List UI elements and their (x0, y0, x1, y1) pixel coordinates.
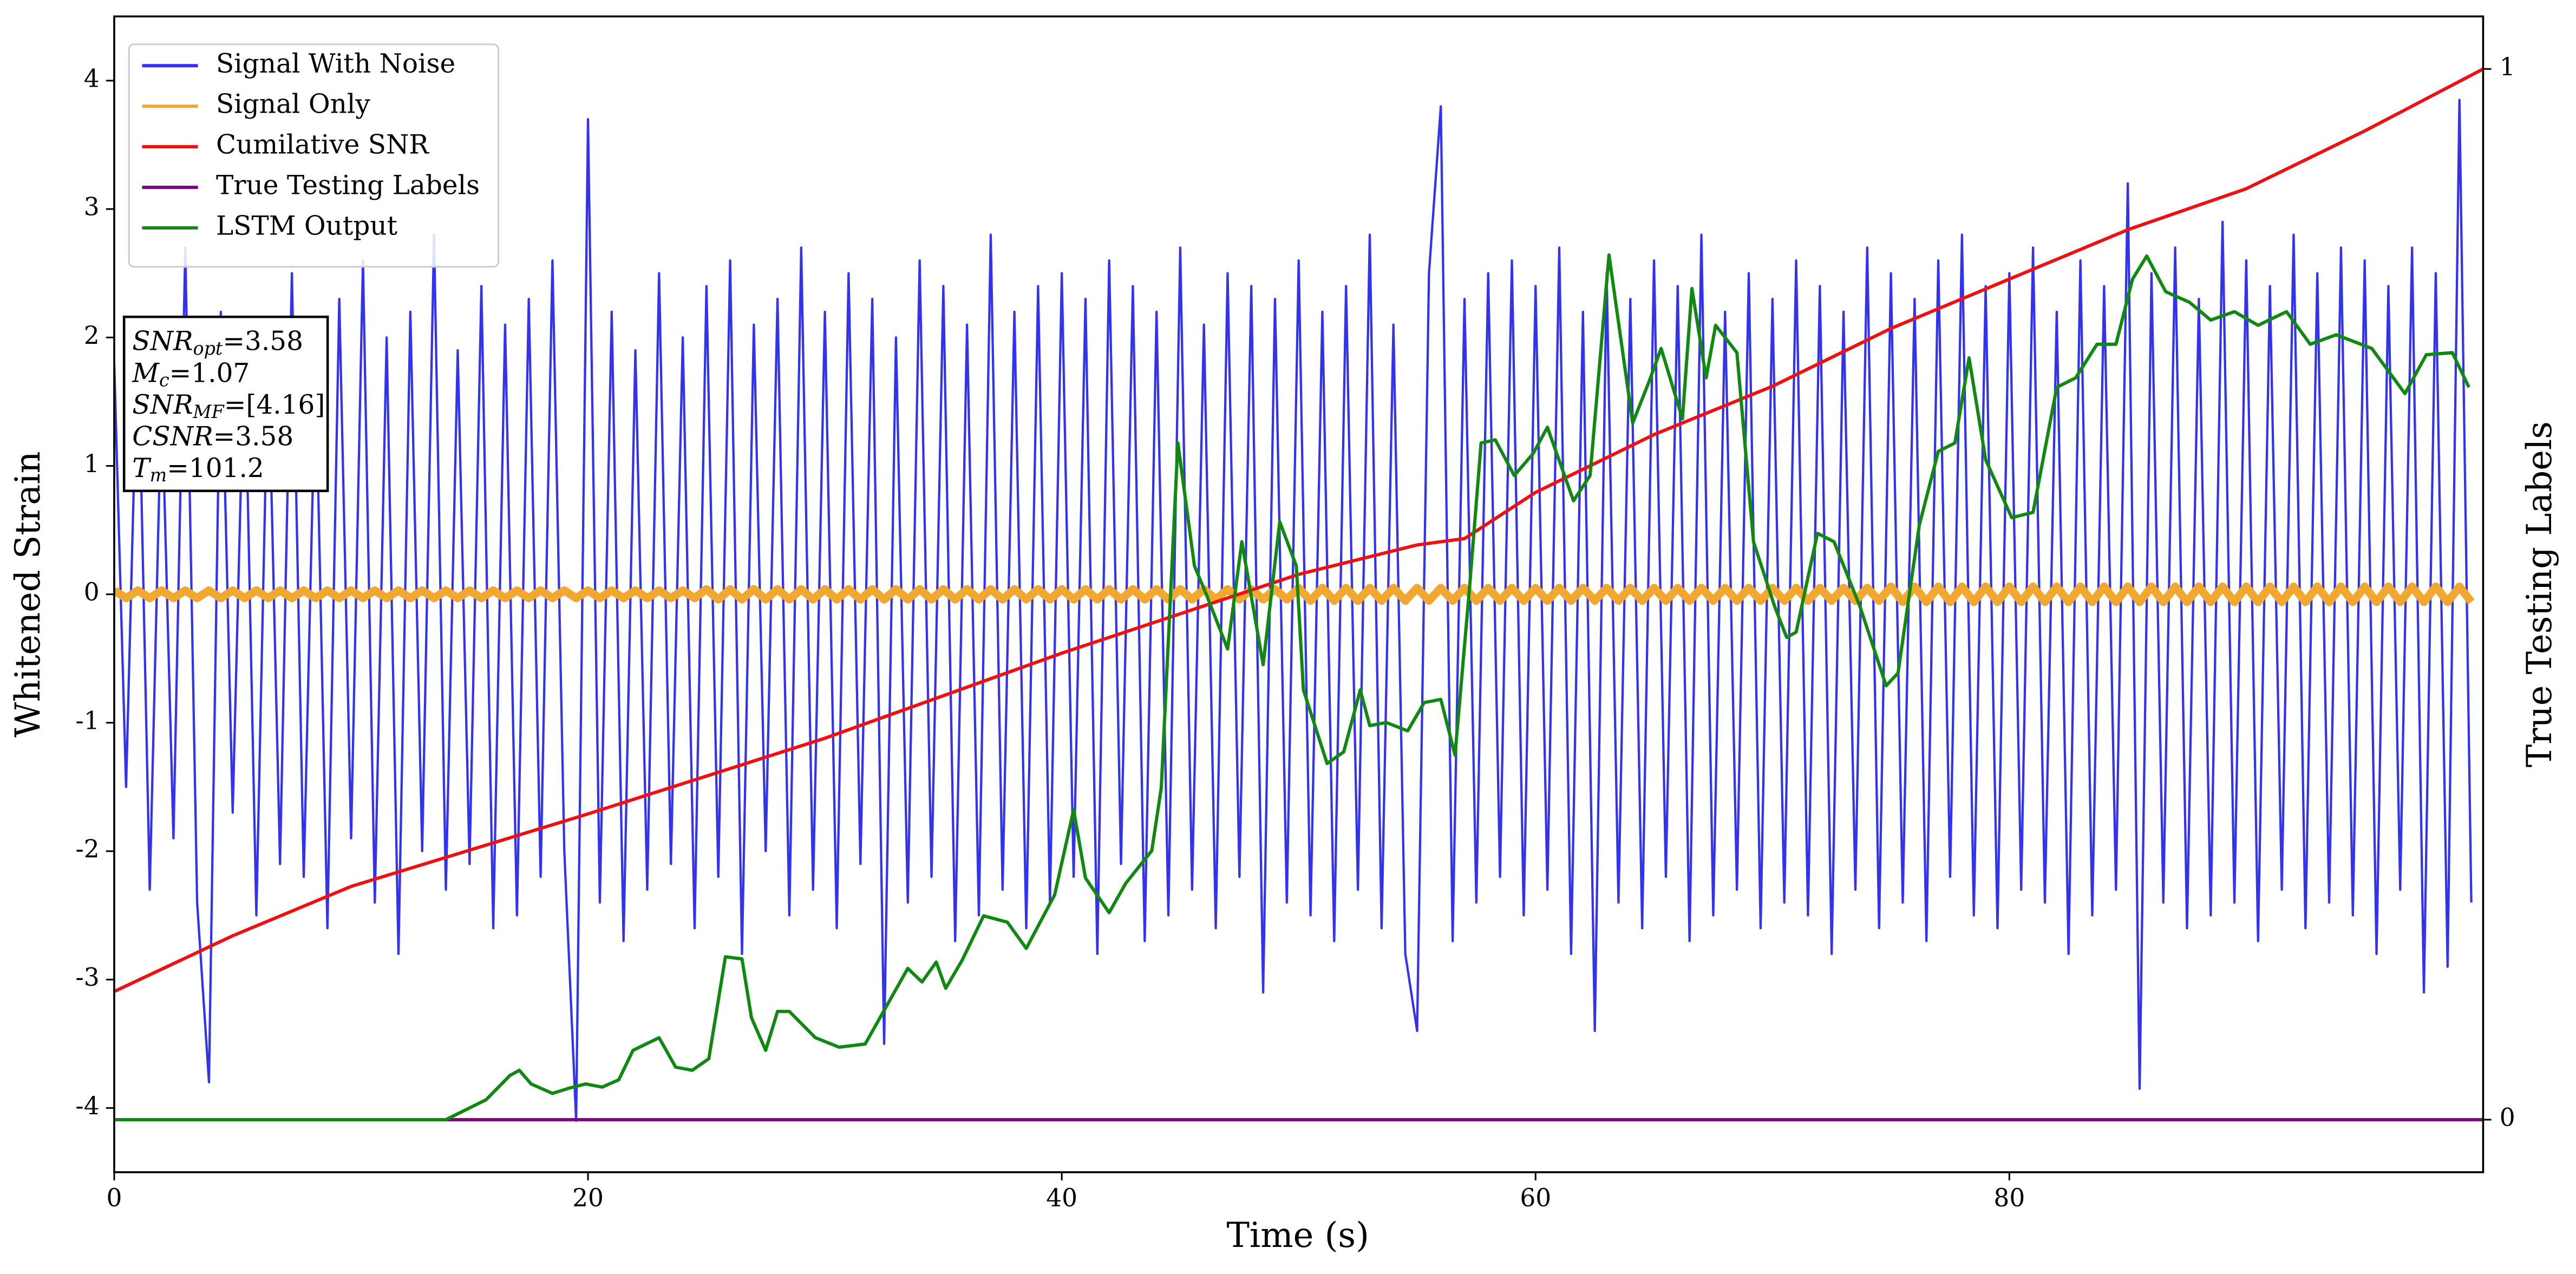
x-tick-label: 0 (106, 1184, 122, 1212)
annotation-line: SNRMF=[4.16] (132, 389, 325, 422)
annotation-subscript: m (150, 465, 167, 486)
annotation-line: CSNR=3.58 (132, 421, 293, 452)
annotation-subscript: MF (193, 401, 225, 422)
annotation-symbol: CSNR (132, 421, 213, 452)
annotation-value: =3.58 (213, 421, 294, 452)
x-axis-label: Time (s) (1226, 1216, 1369, 1256)
annotation: SNRopt=3.58Mc=1.07SNRMF=[4.16]CSNR=3.58T… (122, 315, 329, 492)
annotation-line: SNRopt=3.58 (132, 326, 303, 359)
annotation-value: =101.2 (167, 453, 264, 483)
series-line (114, 67, 2483, 993)
legend-box (128, 43, 500, 268)
x-tick-label: 20 (572, 1184, 604, 1212)
annotation-symbol: SNR (132, 389, 193, 420)
y2-tick-label: 0 (2500, 1103, 2515, 1132)
y-tick-label: -3 (75, 963, 99, 992)
y-tick-label: 3 (84, 193, 100, 221)
y-tick-label: 2 (84, 321, 100, 350)
y2-axis-label: True Testing Labels (2520, 421, 2560, 767)
plot-area (114, 67, 2483, 1122)
legend-label: Signal With Noise (216, 49, 455, 79)
annotation-line: Tm=101.2 (132, 453, 264, 486)
x-tick-label: 80 (1993, 1184, 2025, 1212)
legend: Signal With Noise Signal Only Cumilative S… (128, 43, 500, 268)
annotation-symbol: SNR (132, 326, 193, 356)
legend-label: True Testing Labels (216, 170, 480, 200)
annotation-box (122, 315, 329, 492)
y-axis-label: Whitened Strain (8, 451, 48, 737)
annotation-value: =[4.16] (224, 389, 325, 420)
y-tick-label: -1 (75, 706, 99, 735)
annotation-symbol: M (132, 358, 160, 388)
y2-tick-label: 1 (2500, 53, 2515, 81)
legend-label: Signal Only (216, 89, 370, 120)
annotation-symbol: T (132, 453, 152, 483)
series-line (114, 582, 2475, 606)
legend-label: LSTM Output (216, 211, 398, 241)
y-tick-label: 4 (84, 64, 100, 93)
y-tick-label: -2 (75, 835, 99, 864)
x-tick-label: 40 (1046, 1184, 1077, 1212)
y-tick-label: 0 (84, 578, 100, 606)
y-tick-label: -4 (75, 1092, 99, 1120)
series-line (114, 253, 2470, 1122)
legend-label: Cumilative SNR (216, 130, 429, 160)
annotation-subscript: opt (193, 338, 223, 359)
annotation-subscript: c (159, 369, 169, 390)
annotation-value: =1.07 (169, 358, 250, 388)
y-tick-label: 1 (84, 449, 100, 478)
annotation-value: =3.58 (223, 326, 303, 356)
x-tick-label: 60 (1520, 1184, 1551, 1212)
annotation-line: Mc=1.07 (132, 358, 250, 391)
